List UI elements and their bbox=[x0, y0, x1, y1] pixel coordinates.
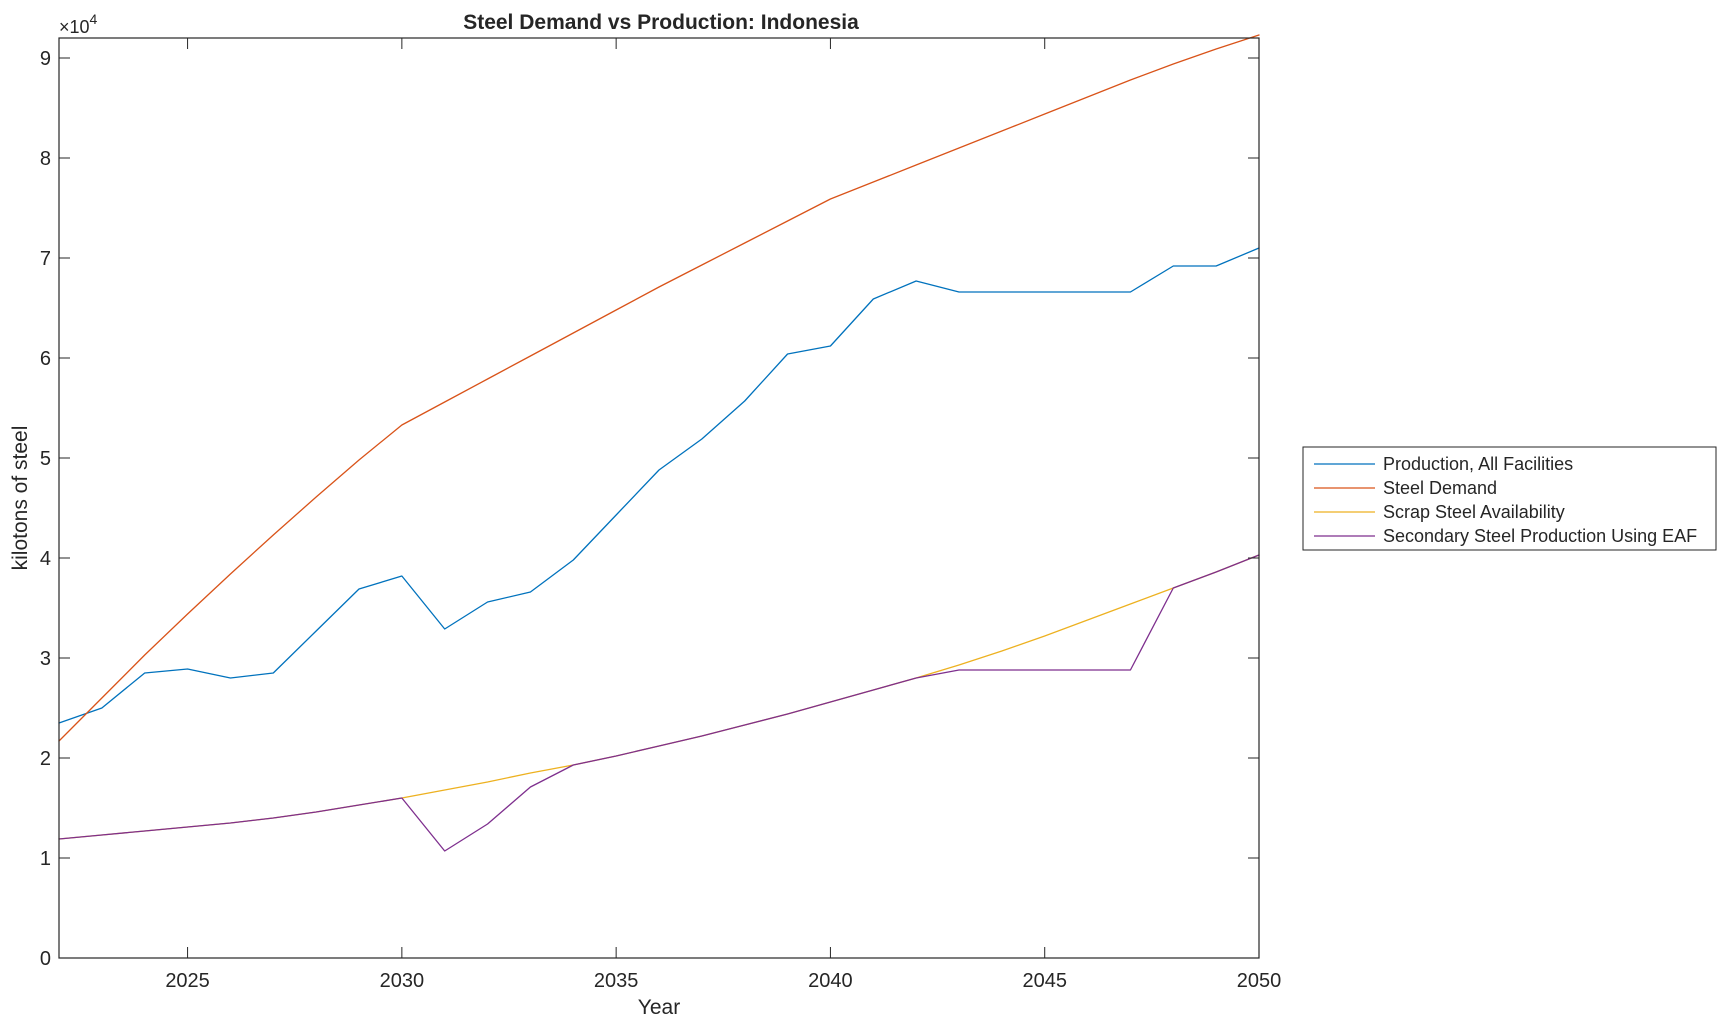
legend[interactable]: Production, All Facilities Steel Demand Sc… bbox=[1302, 446, 1717, 551]
chart-title: Steel Demand vs Production: Indonesia bbox=[463, 11, 859, 34]
plot-area bbox=[59, 38, 1259, 958]
series-line-2 bbox=[58, 34, 1260, 742]
plot-border bbox=[58, 37, 1260, 959]
y-tick-label: 8 bbox=[40, 148, 51, 170]
y-tick-label: 2 bbox=[40, 748, 51, 770]
x-axis-label: Year bbox=[638, 996, 680, 1019]
y-tick-label: 4 bbox=[40, 548, 51, 570]
y-axis-label: kilotons of steel bbox=[9, 426, 32, 571]
y-axis-exponent: ×104 bbox=[59, 11, 98, 37]
x-tick-label: 2050 bbox=[1237, 970, 1282, 992]
y-tick-label: 0 bbox=[40, 948, 51, 970]
x-tick-label: 2025 bbox=[165, 970, 210, 992]
legend-label: Scrap Steel Availability bbox=[1383, 502, 1565, 522]
series-line-4 bbox=[58, 554, 1260, 852]
x-axis: 2025 2030 2035 2040 2045 2050 bbox=[165, 38, 1281, 992]
y-axis-exponent-base: ×10 bbox=[59, 17, 90, 37]
x-tick-label: 2045 bbox=[1022, 970, 1067, 992]
legend-label: Steel Demand bbox=[1383, 478, 1497, 498]
y-tick-label: 6 bbox=[40, 348, 51, 370]
y-tick-label: 9 bbox=[40, 48, 51, 70]
x-tick-label: 2035 bbox=[594, 970, 639, 992]
x-tick-label: 2030 bbox=[380, 970, 425, 992]
legend-label: Secondary Steel Production Using EAF bbox=[1383, 526, 1697, 546]
y-axis-exponent-power: 4 bbox=[90, 11, 98, 27]
legend-label: Production, All Facilities bbox=[1383, 454, 1573, 474]
x-tick-label: 2040 bbox=[808, 970, 853, 992]
series-lines bbox=[58, 34, 1260, 852]
y-tick-label: 1 bbox=[40, 848, 51, 870]
y-tick-label: 5 bbox=[40, 448, 51, 470]
series-line-1 bbox=[58, 247, 1260, 724]
y-tick-label: 7 bbox=[40, 248, 51, 270]
y-tick-label: 3 bbox=[40, 648, 51, 670]
y-axis: 0 1 2 3 4 5 6 7 8 9 bbox=[40, 48, 1259, 970]
